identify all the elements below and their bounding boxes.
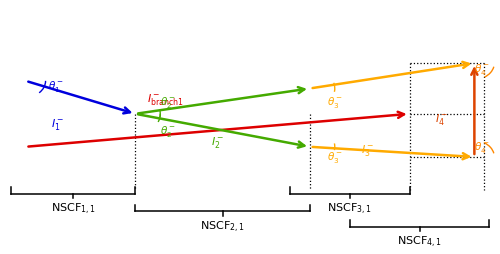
Text: $I_3^-$: $I_3^-$: [360, 142, 374, 157]
Text: $\theta_2^-$: $\theta_2^-$: [160, 123, 176, 138]
Text: $\theta_4^-$: $\theta_4^-$: [474, 61, 490, 76]
Text: $I_4^-$: $I_4^-$: [436, 112, 448, 127]
Text: $\theta_4^-$: $\theta_4^-$: [474, 140, 490, 155]
Text: $I_1^-$: $I_1^-$: [52, 117, 64, 132]
Text: $\theta_3^-$: $\theta_3^-$: [327, 150, 342, 165]
Text: NSCF$_{1,1}$: NSCF$_{1,1}$: [50, 201, 96, 216]
Text: NSCF$_{3,1}$: NSCF$_{3,1}$: [328, 201, 372, 216]
Text: $\theta_2^-$: $\theta_2^-$: [160, 94, 176, 109]
Text: $I^-_{\rm branch1}$: $I^-_{\rm branch1}$: [147, 92, 184, 107]
Text: NSCF$_{2,1}$: NSCF$_{2,1}$: [200, 219, 245, 234]
Text: $\theta_1^-$: $\theta_1^-$: [48, 79, 64, 94]
Text: NSCF$_{4,1}$: NSCF$_{4,1}$: [397, 234, 442, 249]
Text: $I_2^-$: $I_2^-$: [211, 135, 224, 150]
Text: $\theta_3^-$: $\theta_3^-$: [327, 94, 342, 109]
